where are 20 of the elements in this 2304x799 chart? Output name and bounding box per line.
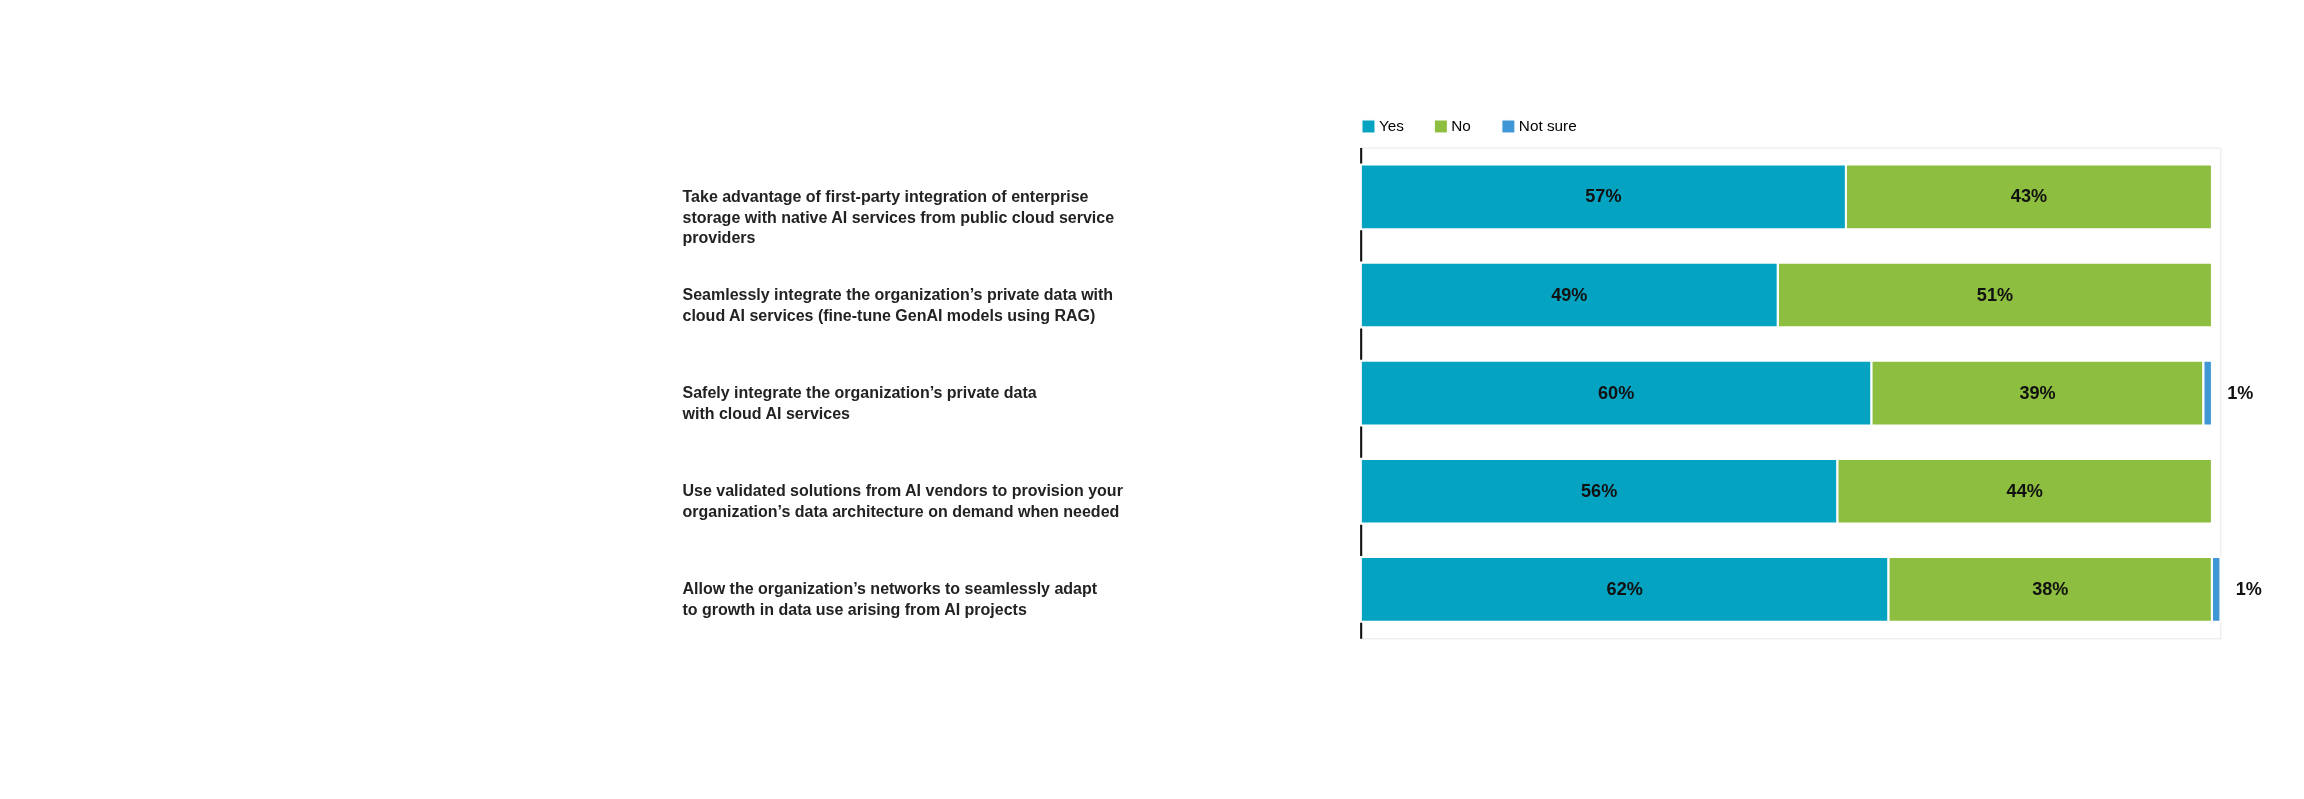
data-label: 44%	[2006, 480, 2043, 501]
y-tick-label: Use validated solutions from AI vendors to provision your organization’s data architecture on demand when needed	[682, 482, 1123, 521]
y-tick-label: Allow the organization’s networks to seamlessly adapt to growth in data use arising from AI projects	[682, 580, 1098, 619]
data-label: 62%	[1606, 578, 1643, 599]
data-label: 1%	[2227, 382, 2254, 403]
data-label: 38%	[2032, 578, 2069, 599]
data-label: 43%	[2010, 186, 2048, 207]
legend-label: Yes	[1378, 117, 1405, 135]
data-label: 56%	[1581, 480, 1618, 501]
legend-label: Not sure	[1518, 117, 1577, 135]
y-tick-label: Take advantage of first-party integration of enterprise storage with native AI services from public cloud service providers	[682, 187, 1115, 247]
y-tick-label: Safely integrate the organization’s private data with cloud AI services	[681, 383, 1037, 422]
legend-label: No	[1451, 117, 1471, 135]
data-label: 39%	[2019, 382, 2056, 403]
y-tick-label: Seamlessly integrate the organization’s private data with cloud AI services (fine-tune GenAI models using RAG)	[682, 285, 1114, 324]
data-label: 49%	[1551, 284, 1588, 305]
data-label: 51%	[1976, 284, 2014, 305]
data-label: 60%	[1598, 382, 1635, 403]
data-label: 57%	[1585, 186, 1622, 207]
data-label: 1%	[2235, 578, 2262, 599]
